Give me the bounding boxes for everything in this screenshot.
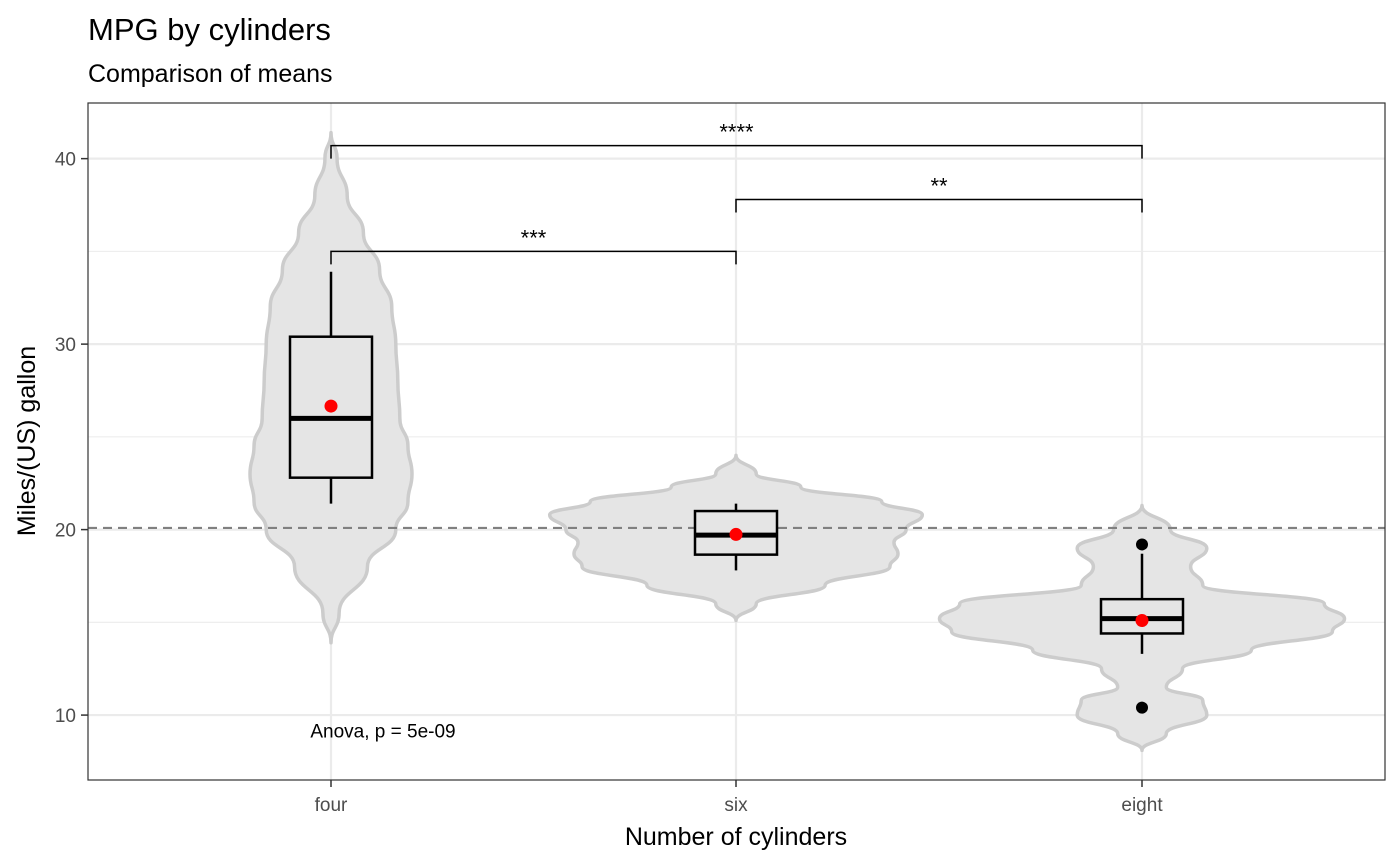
mean-point-six [729,527,743,541]
axes: 10 20 30 40 four six eight [55,150,1163,816]
significance-label-six-eight: ** [930,173,948,198]
x-tick-label: four [315,795,348,816]
y-axis-title: Miles/(US) gallon [13,346,41,536]
x-tick-label: six [724,795,748,816]
y-tick-label: 10 [55,706,76,727]
outlier-point-eight [1136,538,1148,551]
y-tick-label: 30 [55,335,76,356]
y-tick-label: 20 [55,521,76,542]
chart-title: MPG by cylinders [88,12,331,47]
points [324,399,1149,714]
comparisons: ********* [330,120,1143,265]
chart-subtitle: Comparison of means [88,60,333,88]
significance-label-four-eight: **** [719,120,754,145]
significance-label-four-six: *** [521,225,547,250]
comparison-bracket-four-eight [330,144,1143,159]
comparison-bracket-four-six [330,250,737,265]
violins [248,130,1347,753]
outlier-point-eight [1136,701,1148,714]
x-axis-title: Number of cylinders [625,823,847,851]
x-tick-label: eight [1121,795,1163,816]
y-tick-label: 40 [55,150,76,171]
mean-point-eight [1135,613,1149,627]
mean-point-four [324,399,338,413]
comparison-bracket-six-eight [735,198,1143,213]
anova-annotation: Anova, p = 5e-09 [310,722,455,743]
